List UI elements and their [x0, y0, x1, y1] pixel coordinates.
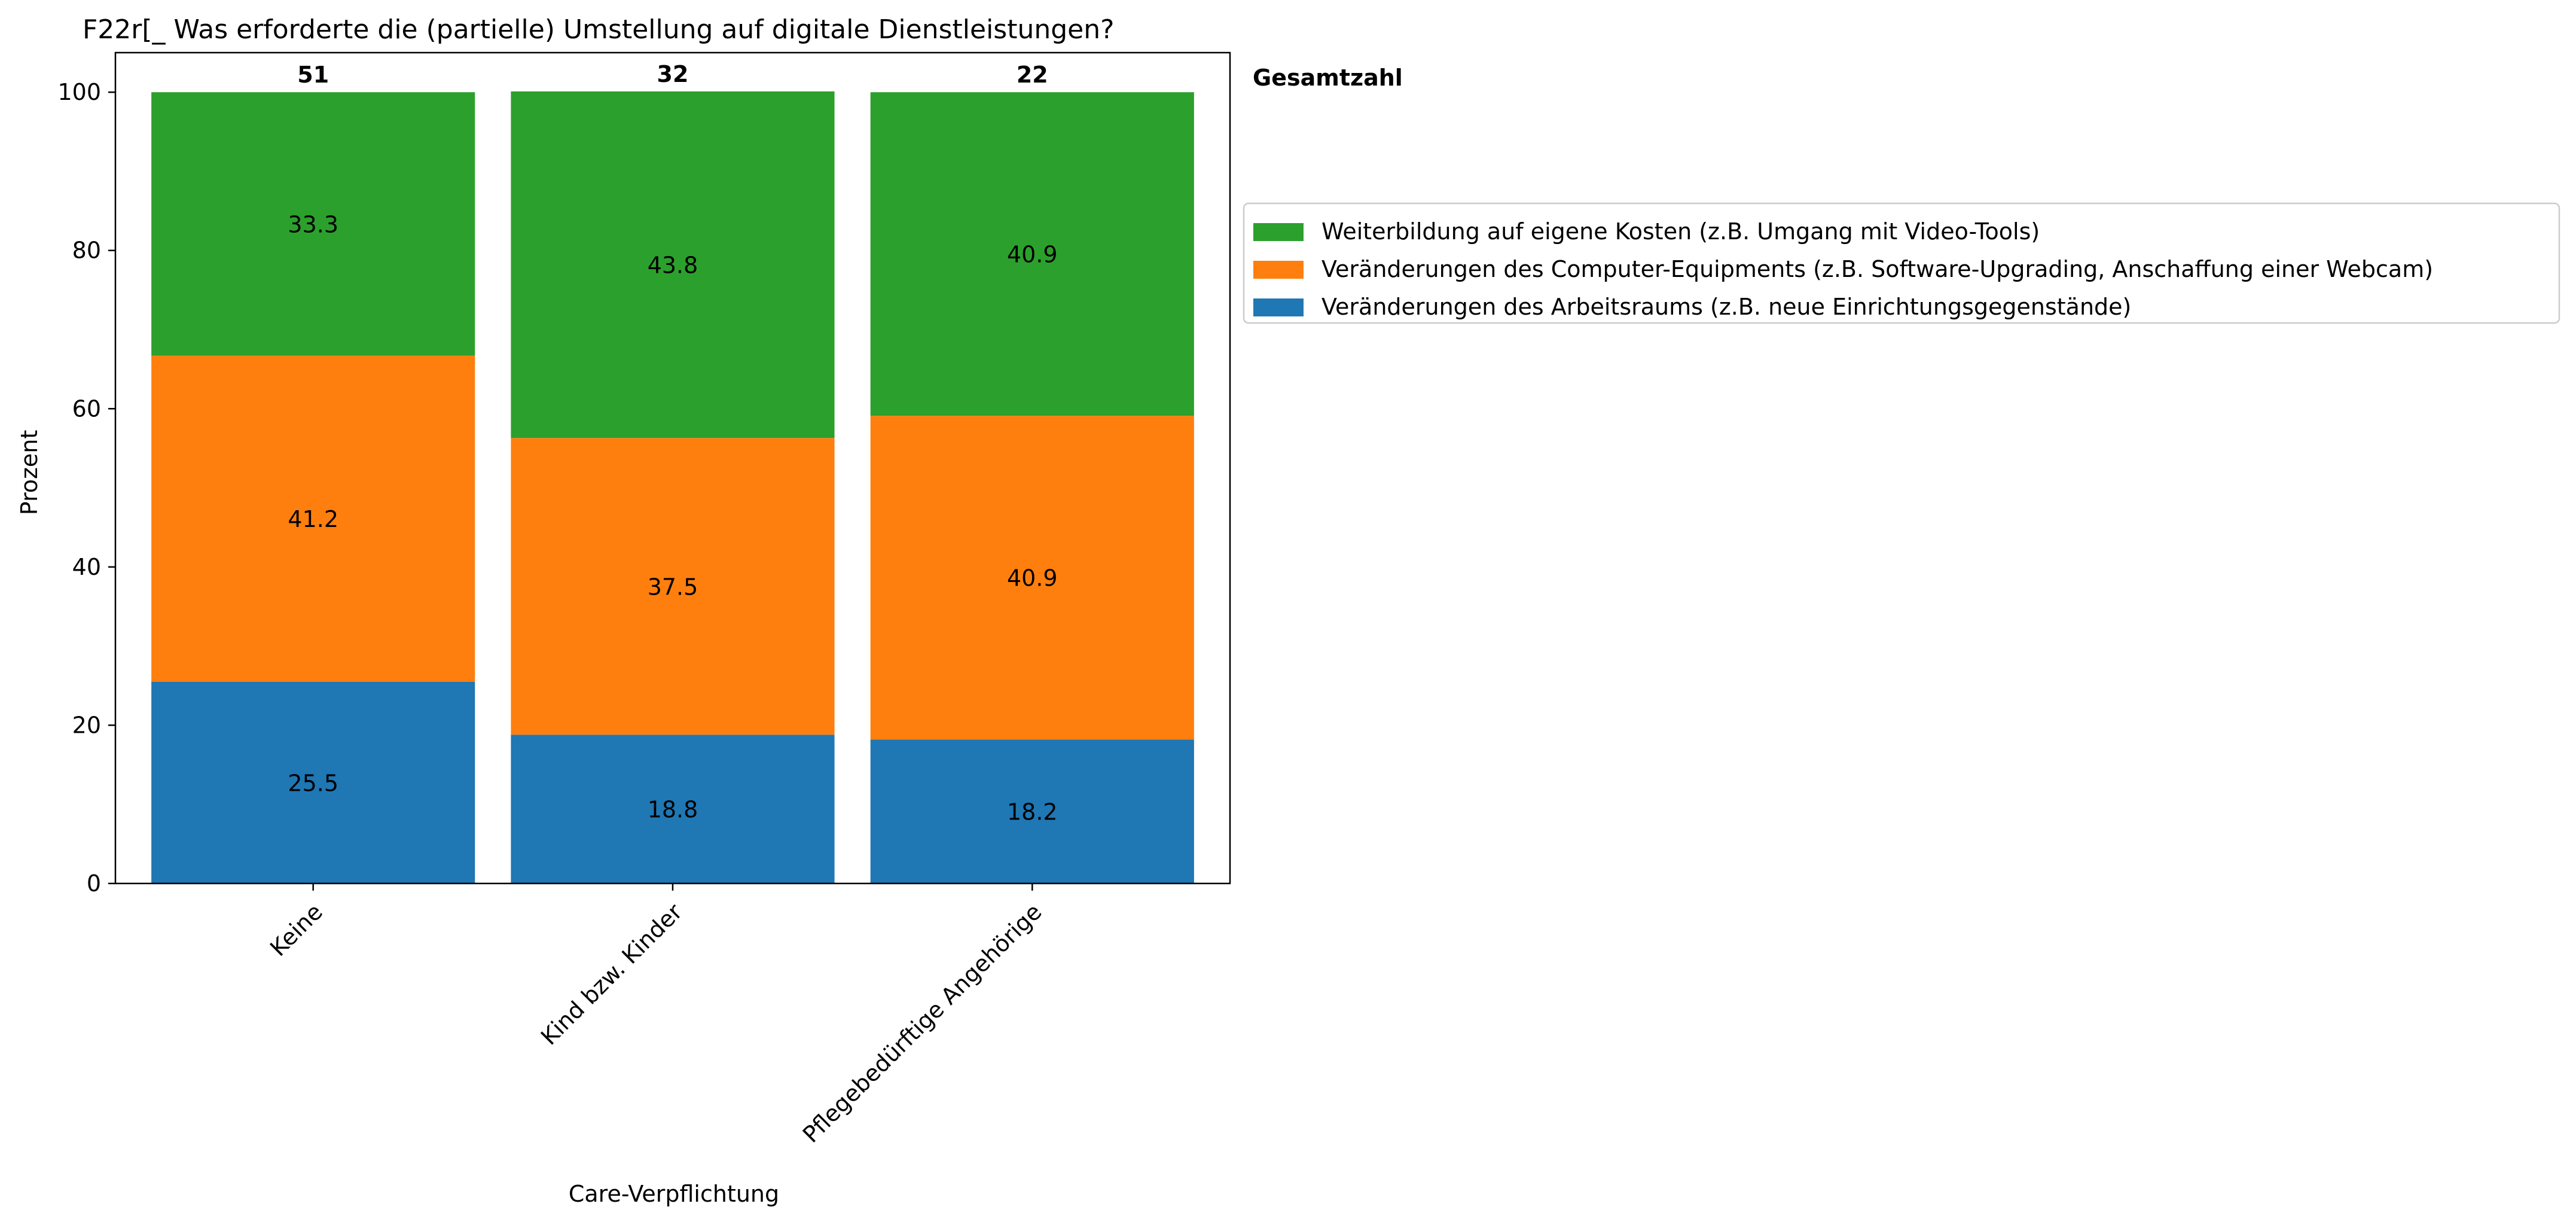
- data-label: 40.9: [1007, 242, 1058, 268]
- chart-title: F22r[_ Was erforderte die (partielle) Um…: [83, 14, 1115, 45]
- bar-segment: [870, 416, 1194, 740]
- legend-box: [1243, 202, 2560, 324]
- bar-segment: [511, 438, 835, 735]
- bar-segment: [511, 91, 835, 438]
- y-tick-label: 80: [72, 237, 101, 264]
- bar-segment: [151, 355, 475, 682]
- x-axis-label: Care-Verpflichtung: [569, 1181, 779, 1207]
- legend-entry: Weiterbildung auf eigene Kosten (z.B. Um…: [1321, 218, 2040, 245]
- bar-segment: [870, 92, 1194, 416]
- x-tick-label: Kind bzw. Kinder: [536, 898, 688, 1050]
- legend-swatch: [1253, 223, 1304, 241]
- y-tick-label: 40: [72, 554, 101, 580]
- y-tick-label: 60: [72, 395, 101, 422]
- y-tick-label: 0: [87, 870, 101, 897]
- data-label: 25.5: [288, 770, 338, 796]
- legend-swatch: [1253, 261, 1304, 279]
- plot-frame: [114, 51, 1231, 885]
- y-tick-label: 100: [57, 79, 101, 105]
- bar-segment: [151, 681, 475, 883]
- bar-segment: [511, 735, 835, 883]
- data-label: 33.3: [288, 211, 338, 237]
- legend-swatch: [1253, 298, 1304, 316]
- y-tick-label: 20: [72, 712, 101, 738]
- total-label: 51: [297, 62, 329, 88]
- plot-area: 25.5 41.2 33.3 51 Keine 18.8 37.5 43.8 32 Kind bz…: [57, 51, 1231, 1148]
- data-label: 41.2: [288, 506, 338, 532]
- x-tick-label: Pflegebedürftige Angehörige: [798, 898, 1047, 1148]
- legend: Weiterbildung auf eigene Kosten (z.B. Um…: [1243, 202, 2560, 324]
- x-tick-label: Keine: [265, 898, 328, 961]
- legend-entry: Veränderungen des Computer-Equipments (z…: [1321, 256, 2433, 282]
- data-label: 37.5: [648, 574, 698, 600]
- legend-entry: Veränderungen des Arbeitsraums (z.B. neu…: [1321, 294, 2131, 320]
- totals-label: Gesamtzahl: [1253, 65, 1403, 91]
- total-label: 22: [1017, 62, 1048, 88]
- data-label: 43.8: [648, 252, 698, 279]
- bar-segment: [151, 92, 475, 356]
- data-label: 18.2: [1007, 799, 1058, 825]
- bar-segment: [870, 739, 1194, 883]
- data-label: 40.9: [1007, 565, 1058, 592]
- y-axis-label: Prozent: [16, 430, 42, 516]
- total-label: 32: [657, 61, 689, 87]
- data-label: 18.8: [648, 797, 698, 823]
